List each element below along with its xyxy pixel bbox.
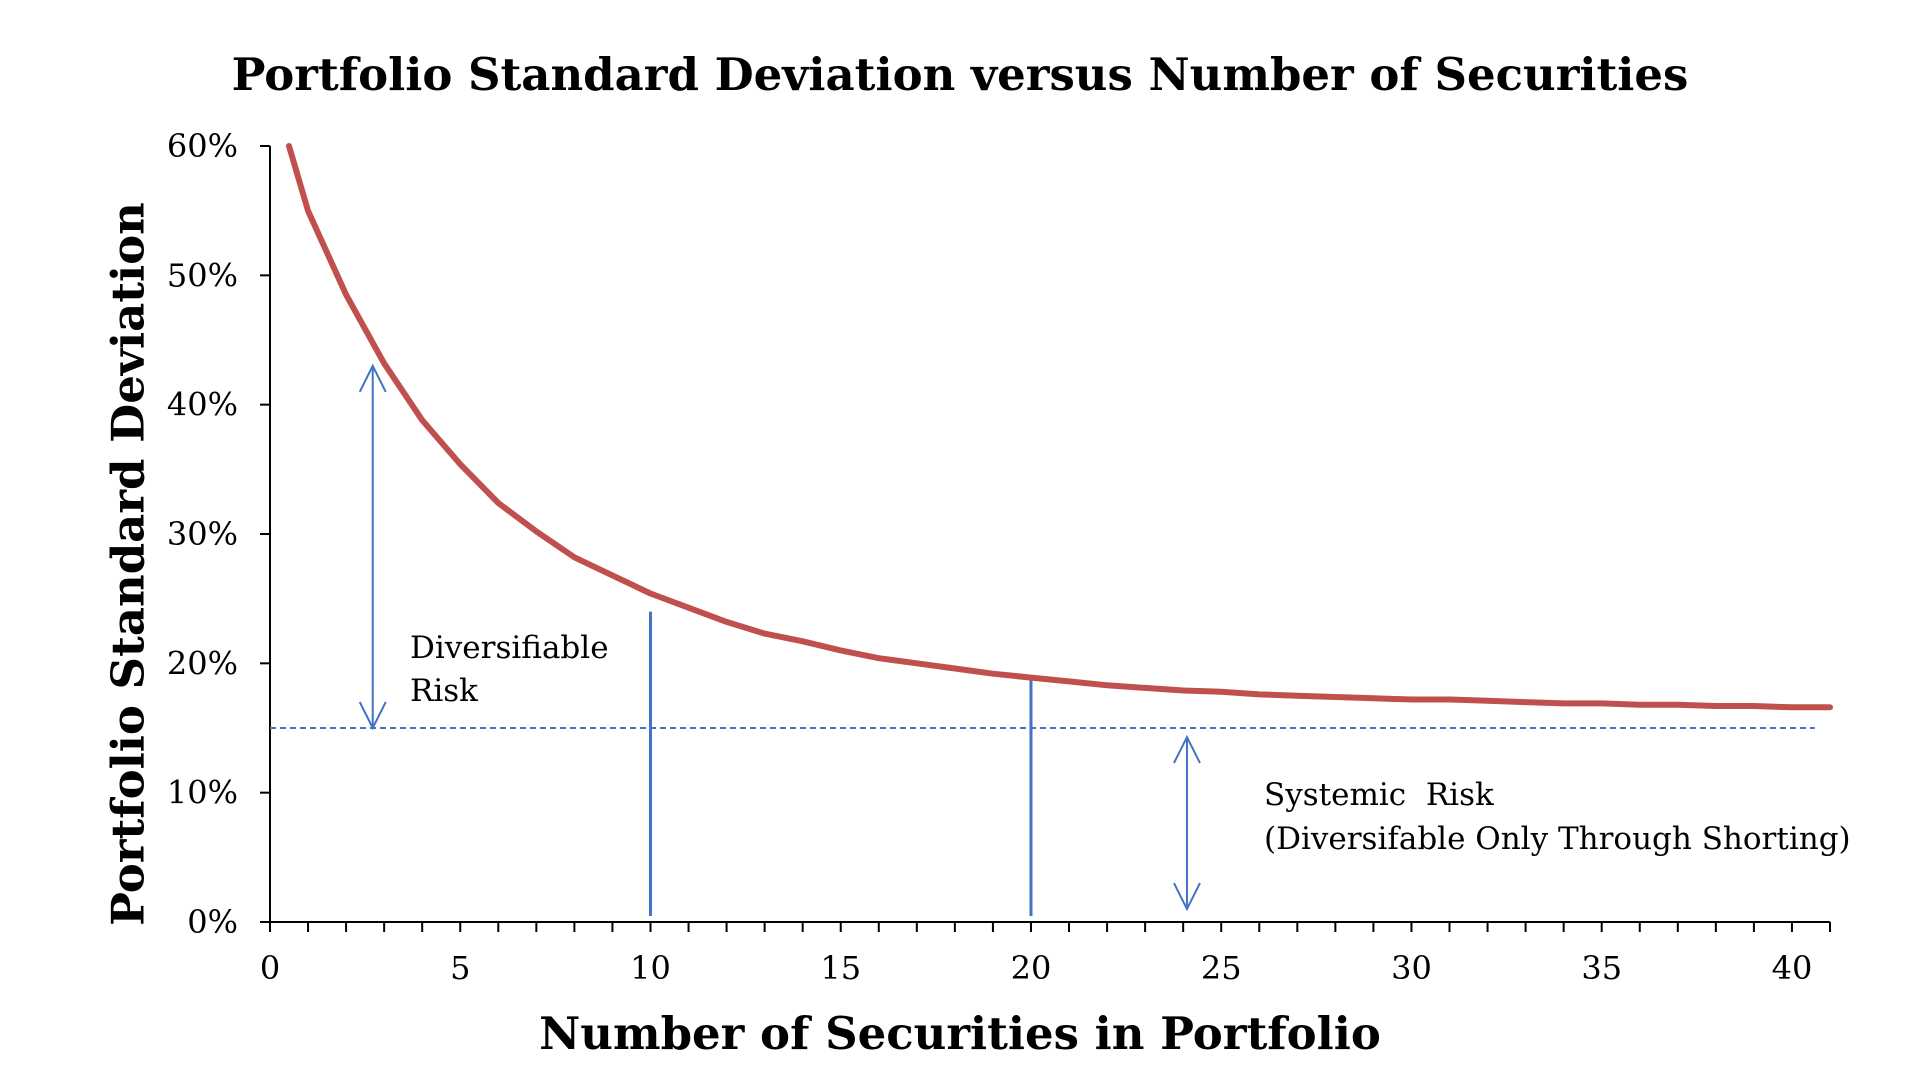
- y-tick-label: 40%: [167, 386, 238, 424]
- y-tick-label: 30%: [167, 515, 238, 553]
- y-tick-label: 10%: [167, 774, 238, 812]
- systemic-risk-label: Systemic Risk: [1264, 777, 1494, 813]
- arrow-head-down: [1173, 882, 1201, 912]
- x-tick-label: 35: [1581, 949, 1622, 987]
- y-tick-label: 20%: [167, 644, 238, 682]
- x-tick-label: 0: [260, 949, 280, 987]
- y-tick-label: 50%: [167, 256, 238, 294]
- x-tick-label: 5: [450, 949, 470, 987]
- systemic-risk-label: (Diversifable Only Through Shorting): [1264, 821, 1851, 857]
- y-tick-label: 60%: [167, 127, 238, 165]
- arrow-head-up: [358, 363, 387, 393]
- x-axis-label: Number of Securities in Portfolio: [539, 1007, 1381, 1060]
- x-tick-label: 10: [630, 949, 671, 987]
- chart-title: Portfolio Standard Deviation versus Numb…: [231, 48, 1689, 101]
- series-line: [286, 143, 1833, 711]
- x-tick-label: 15: [820, 949, 861, 987]
- x-tick-label: 40: [1772, 949, 1813, 987]
- x-tick-label: 30: [1391, 949, 1432, 987]
- y-tick-label: 0%: [187, 903, 238, 941]
- arrow-head-down: [358, 701, 387, 731]
- diversifiable-risk-label: Diversifiable: [410, 630, 609, 666]
- x-tick-label: 25: [1201, 949, 1242, 987]
- diversifiable-risk-label: Risk: [410, 673, 478, 709]
- arrow-head-up: [1173, 734, 1201, 764]
- x-tick-label: 20: [1011, 949, 1052, 987]
